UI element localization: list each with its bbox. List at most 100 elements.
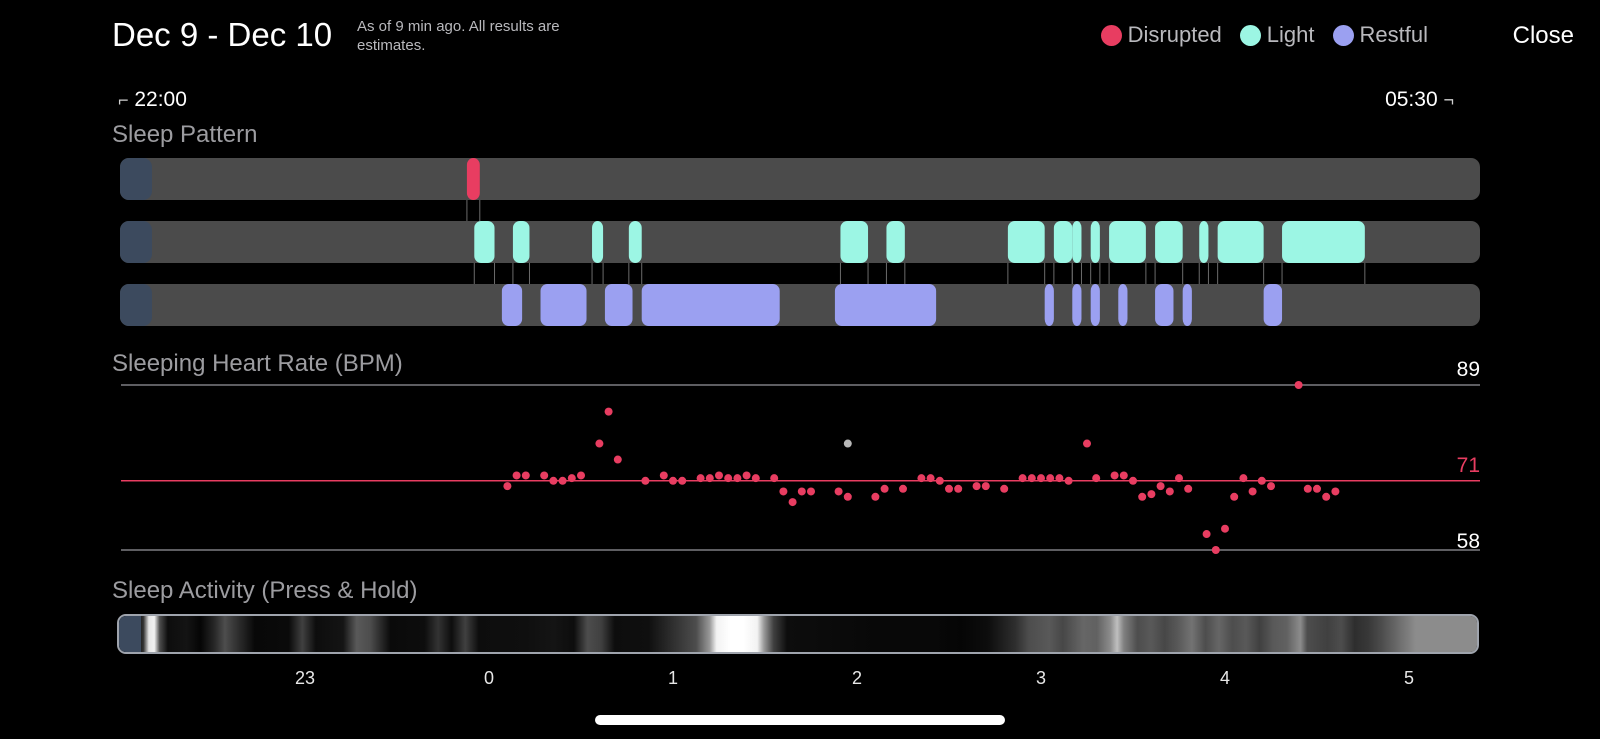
hr-max-label: 89 bbox=[1457, 360, 1480, 381]
hr-point bbox=[659, 471, 668, 480]
hr-point bbox=[1165, 487, 1174, 496]
sleep-segment-light bbox=[474, 221, 495, 263]
hr-point bbox=[899, 484, 907, 493]
sleep-activity-title: Sleep Activity (Press & Hold) bbox=[112, 577, 418, 604]
range-start-bracket-icon: ⌐ bbox=[118, 90, 129, 110]
sleep-segment-light bbox=[628, 221, 642, 263]
hr-point bbox=[1257, 476, 1266, 485]
hr-point bbox=[1313, 484, 1321, 493]
time-range-start: ⌐ 22:00 bbox=[118, 88, 187, 112]
axis-tick-label: 23 bbox=[294, 668, 316, 688]
sleep-segment-light bbox=[512, 221, 530, 263]
legend-label-light: Light bbox=[1266, 22, 1315, 47]
sleep-activity-intensity bbox=[119, 616, 1477, 652]
sleep-segment-light bbox=[1282, 221, 1365, 263]
sleep-segment-restful bbox=[1044, 284, 1054, 326]
sleep-segment-light bbox=[1109, 221, 1146, 263]
axis-tick-label: 3 bbox=[1035, 668, 1047, 688]
hr-point bbox=[1000, 484, 1009, 493]
last-updated-note: As of 9 min ago. All results are estimat… bbox=[357, 18, 560, 54]
hr-point bbox=[1027, 474, 1036, 483]
sleep-segment-light bbox=[1217, 221, 1264, 263]
hr-point bbox=[1294, 381, 1303, 389]
hr-point bbox=[834, 487, 843, 496]
home-indicator[interactable] bbox=[595, 715, 1005, 725]
sleep-segment-light bbox=[1199, 221, 1209, 263]
sleep-segment-light bbox=[1072, 221, 1082, 263]
sleep-segment-restful bbox=[1118, 284, 1128, 326]
heart-rate-chart[interactable]: 89 71 58 bbox=[0, 360, 1600, 575]
hr-point bbox=[558, 476, 567, 485]
activity-scrubber-handle[interactable] bbox=[119, 616, 141, 652]
hr-point bbox=[1221, 524, 1229, 533]
hr-point bbox=[1230, 492, 1239, 501]
sleep-track-disrupted bbox=[120, 158, 1480, 200]
sleep-segment-restful bbox=[501, 284, 523, 326]
sleep-segment-restful bbox=[1090, 284, 1100, 326]
sleep-segment-light bbox=[1053, 221, 1073, 263]
hr-point bbox=[981, 482, 990, 491]
hr-point bbox=[935, 476, 944, 485]
time-range-end: 05:30 ¬ bbox=[1385, 88, 1454, 112]
hr-point bbox=[1055, 474, 1064, 483]
hr-point bbox=[1018, 474, 1027, 483]
hr-point-gray bbox=[843, 439, 852, 448]
hr-point bbox=[577, 471, 585, 480]
hr-point bbox=[770, 474, 779, 483]
hr-point bbox=[733, 474, 742, 483]
hr-min-label: 58 bbox=[1457, 530, 1480, 553]
sleep-pattern-title: Sleep Pattern bbox=[112, 121, 258, 148]
sleep-activity-scrubber[interactable] bbox=[117, 614, 1479, 654]
hr-points bbox=[503, 381, 1340, 554]
heart-rate-title: Sleeping Heart Rate (BPM) bbox=[112, 350, 403, 377]
close-button[interactable]: Close bbox=[1512, 22, 1574, 49]
hr-point bbox=[503, 482, 512, 491]
sleep-track-handle bbox=[120, 284, 152, 326]
sleep-track-restful bbox=[120, 284, 1480, 326]
legend-item-light: Light bbox=[1239, 22, 1315, 48]
hr-avg-label: 71 bbox=[1457, 454, 1480, 477]
sleep-segment-restful bbox=[1263, 284, 1283, 326]
hr-point bbox=[954, 484, 963, 493]
sleep-segment-light bbox=[840, 221, 869, 263]
hr-point bbox=[880, 484, 889, 493]
hr-point bbox=[926, 474, 935, 483]
hr-point bbox=[797, 487, 806, 496]
legend-item-disrupted: Disrupted bbox=[1100, 22, 1222, 48]
hr-point bbox=[751, 474, 760, 483]
hr-point bbox=[724, 474, 733, 483]
hr-point bbox=[604, 407, 613, 416]
axis-tick-label: 1 bbox=[667, 668, 679, 688]
axis-tick-label: 5 bbox=[1403, 668, 1415, 688]
hr-point bbox=[1175, 474, 1183, 483]
hr-point bbox=[972, 482, 981, 491]
hr-point bbox=[788, 498, 797, 507]
sleep-segment-light bbox=[592, 221, 604, 263]
sleep-track-handle bbox=[120, 158, 152, 200]
sleep-pattern-chart[interactable] bbox=[0, 150, 1600, 340]
hr-point bbox=[715, 471, 723, 480]
hr-point bbox=[1092, 474, 1101, 483]
hr-point bbox=[1331, 487, 1340, 496]
time-end-label: 05:30 bbox=[1385, 88, 1438, 111]
sleep-segment-restful bbox=[641, 284, 780, 326]
sleep-segment-disrupted bbox=[466, 158, 480, 200]
restful-dot-icon bbox=[1332, 24, 1354, 46]
hr-point bbox=[945, 484, 953, 493]
sleep-segments bbox=[466, 158, 1365, 326]
sleep-segment-restful bbox=[1155, 284, 1174, 326]
page-title: Dec 9 - Dec 10 bbox=[112, 16, 333, 53]
hr-point bbox=[512, 471, 521, 480]
hr-point bbox=[917, 474, 926, 483]
hr-point bbox=[696, 474, 705, 483]
sleep-segment-light bbox=[1007, 221, 1045, 263]
hr-point bbox=[1239, 474, 1248, 483]
hr-point bbox=[843, 492, 852, 501]
legend-item-restful: Restful bbox=[1332, 22, 1428, 48]
hr-point bbox=[742, 471, 751, 480]
axis-tick-label: 2 bbox=[851, 668, 863, 688]
hr-point bbox=[807, 487, 815, 496]
range-end-bracket-icon: ¬ bbox=[1443, 90, 1454, 110]
time-start-label: 22:00 bbox=[134, 88, 187, 111]
hr-point bbox=[549, 476, 558, 485]
